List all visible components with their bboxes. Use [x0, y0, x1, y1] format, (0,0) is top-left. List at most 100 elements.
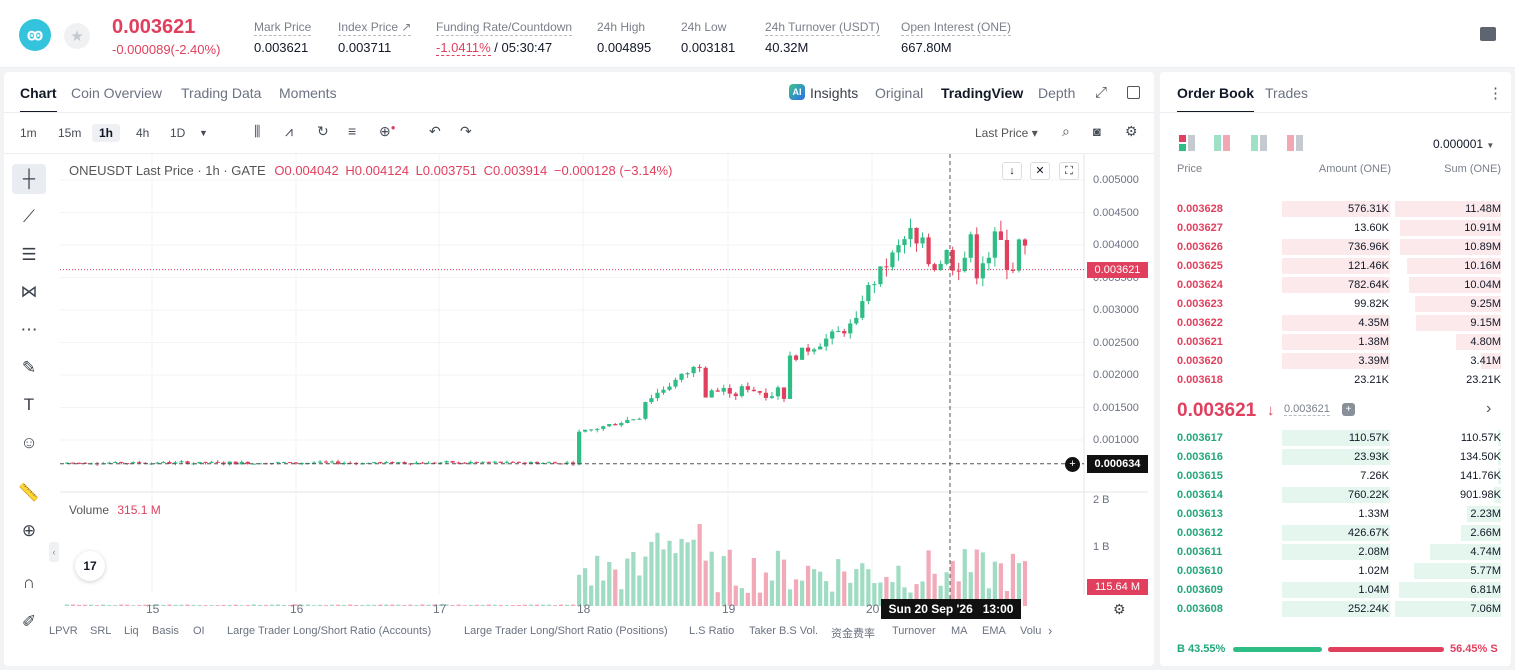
emoji-tool-icon[interactable]: ☺ — [20, 433, 38, 452]
favorite-star-icon[interactable]: ★ — [64, 23, 90, 49]
indicator-oi[interactable]: OI — [193, 625, 205, 637]
scroll-down-icon[interactable]: ↓ — [1002, 162, 1022, 180]
indicator-ls-positions[interactable]: Large Trader Long/Short Ratio (Positions… — [464, 625, 668, 637]
bid-row[interactable]: 0.003608 252.24K 7.06M — [1160, 600, 1511, 619]
indicator-ls-accounts[interactable]: Large Trader Long/Short Ratio (Accounts) — [227, 625, 432, 637]
indicator-ls-ratio[interactable]: L.S Ratio — [689, 625, 735, 637]
index-price-stat[interactable]: Index Price ↗ 0.003711 — [338, 18, 412, 55]
add-indicator-icon[interactable]: ⊕● — [379, 123, 396, 139]
bid-row[interactable]: 0.003614 760.22K 901.98K — [1160, 486, 1511, 505]
bid-row[interactable]: 0.003615 7.26K 141.76K — [1160, 467, 1511, 486]
ask-row[interactable]: 0.003618 23.21K 23.21K — [1160, 371, 1511, 390]
precision-value[interactable]: 0.000001 — [1433, 137, 1484, 151]
pattern-tool-icon[interactable]: ⋈ — [20, 282, 38, 301]
window-icon[interactable] — [1127, 86, 1140, 99]
funding-rate-value[interactable]: -1.0411% — [436, 40, 491, 56]
magnet-icon[interactable]: ∩ — [22, 573, 36, 592]
volume-bar — [830, 591, 835, 606]
chart-settings-icon[interactable]: ⚙ — [1113, 601, 1126, 617]
interval-1d[interactable]: 1D — [170, 126, 186, 140]
undo-icon[interactable]: ↶ — [429, 123, 441, 139]
indicators-icon[interactable]: ⩘ — [285, 123, 293, 139]
precision-select[interactable]: 0.000001 ▼ — [1433, 137, 1494, 151]
indicator-funding[interactable]: 资金费率 — [831, 628, 875, 640]
ask-row[interactable]: 0.003624 782.64K 10.04M — [1160, 276, 1511, 295]
interval-1m[interactable]: 1m — [20, 126, 37, 140]
stat-label[interactable]: Index Price ↗ — [338, 20, 412, 36]
notebook-icon[interactable] — [1480, 27, 1496, 41]
camera-icon[interactable]: ◙ — [1093, 124, 1101, 139]
ask-row[interactable]: 0.003627 13.60K 10.91M — [1160, 219, 1511, 238]
ask-row[interactable]: 0.003623 99.82K 9.25M — [1160, 295, 1511, 314]
indicator-volume[interactable]: Volu — [1020, 625, 1042, 637]
more-icon[interactable]: ⋮ — [1488, 85, 1503, 102]
candlestick-chart[interactable] — [4, 154, 1154, 624]
trendline-tool-icon[interactable]: ⟋ — [23, 207, 35, 226]
interval-4h[interactable]: 4h — [136, 126, 150, 140]
ask-row[interactable]: 0.003625 121.46K 10.16M — [1160, 257, 1511, 276]
tab-moments[interactable]: Moments — [279, 85, 337, 101]
bid-row[interactable]: 0.003613 1.33M 2.23M — [1160, 505, 1511, 524]
view-asks-icon[interactable] — [1287, 135, 1303, 151]
expand-icon[interactable]: ⤢ — [1095, 84, 1108, 101]
refresh-icon[interactable]: ↻ — [317, 123, 329, 139]
bid-row[interactable]: 0.003609 1.04M 6.81M — [1160, 581, 1511, 600]
ask-row[interactable]: 0.003628 576.31K 11.48M — [1160, 200, 1511, 219]
bid-row[interactable]: 0.003617 110.57K 110.57K — [1160, 429, 1511, 448]
tab-tradingview[interactable]: TradingView — [941, 85, 1024, 101]
indicator-lpvr[interactable]: LPVR — [49, 625, 78, 637]
tab-insights[interactable]: Insights — [810, 85, 859, 101]
collapse-icon[interactable]: ✕ — [1030, 162, 1050, 180]
ruler-tool-icon[interactable]: 📏 — [18, 483, 40, 502]
chevron-right-icon[interactable]: › — [1486, 400, 1492, 417]
candle-type-icon[interactable]: ⫼ — [254, 123, 261, 139]
ask-row[interactable]: 0.003621 1.38M 4.80M — [1160, 333, 1511, 352]
chevron-right-icon[interactable]: › — [1048, 623, 1053, 638]
chevron-down-icon[interactable]: ▼ — [199, 128, 208, 138]
brush-tool-icon[interactable]: ✎ — [21, 358, 37, 377]
indicator-ma[interactable]: MA — [951, 625, 968, 637]
tab-order-book[interactable]: Order Book — [1177, 85, 1255, 113]
indicator-srl[interactable]: SRL — [90, 625, 112, 637]
interval-15m[interactable]: 15m — [58, 126, 82, 140]
price-type-select[interactable]: Last Price ▾ — [975, 126, 1038, 140]
bid-row[interactable]: 0.003610 1.02M 5.77M — [1160, 562, 1511, 581]
horizontal-lines-tool-icon[interactable]: ☰ — [21, 245, 37, 264]
redo-icon[interactable]: ↷ — [460, 123, 472, 139]
bid-row[interactable]: 0.003612 426.67K 2.66M — [1160, 524, 1511, 543]
mark-price-mini[interactable]: 0.003621 — [1284, 403, 1330, 416]
tab-coin-overview[interactable]: Coin Overview — [71, 85, 163, 101]
bid-row[interactable]: 0.003611 2.08M 4.74M — [1160, 543, 1511, 562]
indicator-taker-vol[interactable]: Taker B.S Vol. — [749, 625, 819, 637]
fib-tool-icon[interactable]: ⋯ — [20, 320, 38, 339]
view-both-icon[interactable] — [1179, 135, 1195, 151]
gear-icon[interactable]: ⚙ — [1125, 123, 1138, 139]
crosshair-tool-icon[interactable]: ┼ — [12, 164, 46, 194]
fullscreen-icon[interactable]: ⛶ — [1059, 162, 1079, 180]
tab-trades[interactable]: Trades — [1265, 85, 1309, 101]
text-tool-icon[interactable]: T — [23, 395, 35, 414]
add-alert-icon[interactable]: + — [1065, 457, 1080, 472]
indicator-liq[interactable]: Liq — [124, 625, 139, 637]
ask-row[interactable]: 0.003620 3.39M 3.41M — [1160, 352, 1511, 371]
collapse-toolbar-icon[interactable]: ‹ — [49, 542, 59, 562]
chevron-down-icon[interactable]: ▼ — [1486, 141, 1495, 150]
search-icon[interactable]: ⌕ — [1062, 123, 1070, 139]
zoom-in-icon[interactable]: ⊕ — [21, 521, 37, 540]
tab-original[interactable]: Original — [875, 85, 924, 101]
view-layout2-icon[interactable] — [1214, 135, 1230, 151]
indicator-ema[interactable]: EMA — [982, 625, 1006, 637]
tab-trading-data[interactable]: Trading Data — [181, 85, 262, 101]
interval-1h[interactable]: 1h — [92, 124, 121, 142]
tab-depth[interactable]: Depth — [1038, 85, 1076, 101]
tradingview-logo-icon[interactable]: 17 — [75, 551, 105, 581]
view-bids-icon[interactable] — [1251, 135, 1267, 151]
bid-row[interactable]: 0.003616 23.93K 134.50K — [1160, 448, 1511, 467]
ask-row[interactable]: 0.003626 736.96K 10.89M — [1160, 238, 1511, 257]
ask-row[interactable]: 0.003622 4.35M 9.15M — [1160, 314, 1511, 333]
tab-chart[interactable]: Chart — [20, 85, 57, 113]
indicator-turnover[interactable]: Turnover — [892, 625, 936, 637]
pencil-lock-icon[interactable]: ✐ — [21, 612, 37, 631]
template-icon[interactable]: ≡ — [348, 123, 357, 139]
indicator-basis[interactable]: Basis — [152, 625, 179, 637]
